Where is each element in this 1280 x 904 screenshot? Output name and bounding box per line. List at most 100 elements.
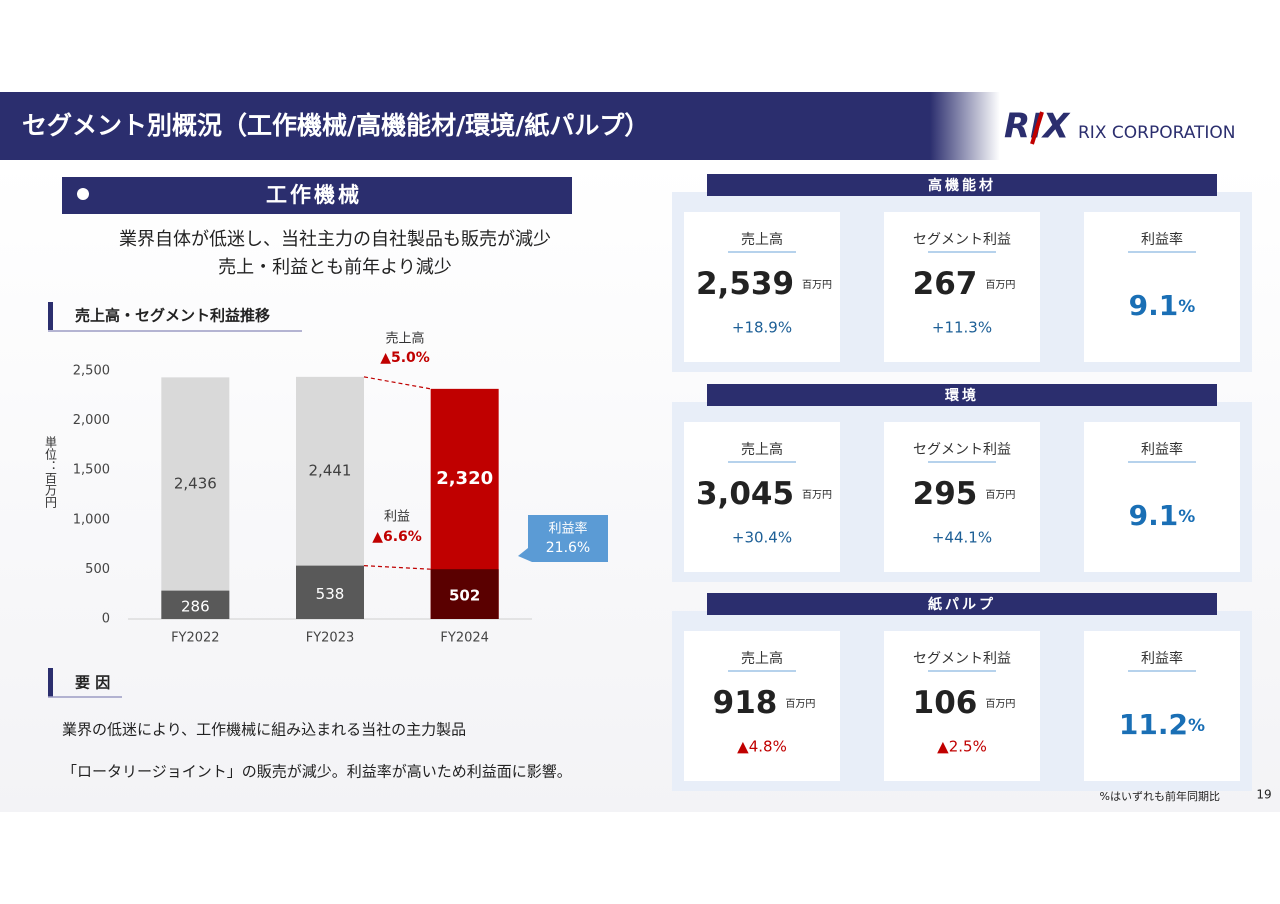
metric-number: 106 xyxy=(913,685,978,721)
ratio-number: 9.1 xyxy=(1129,499,1179,532)
header-title: セグメント別概況（工作機械/高機能材/環境/紙パルプ） xyxy=(22,111,649,140)
callout-box xyxy=(518,515,608,562)
metric-change: +18.9% xyxy=(732,319,792,337)
metric-label: 利益率 xyxy=(1141,231,1183,248)
panel-title-bar xyxy=(707,593,1217,615)
metric-card xyxy=(1084,212,1240,362)
header-fade xyxy=(930,92,1280,160)
metric-value: 2,539 百万円 xyxy=(696,266,832,302)
section-bullet xyxy=(77,188,89,200)
ratio-number: 9.1 xyxy=(1129,289,1179,322)
metric-label: セグメント利益 xyxy=(913,442,1011,458)
annotation-value: ▲5.0% xyxy=(380,350,430,366)
summary-line: 売上・利益とも前年より減少 xyxy=(218,257,452,278)
metric-change: ▲2.5% xyxy=(937,738,987,756)
metric-card xyxy=(1084,631,1240,781)
panel-title: 高機能材 xyxy=(928,177,996,194)
metric-value: 106 百万円 xyxy=(913,685,1016,721)
x-tick-label: FY2022 xyxy=(171,631,220,646)
metric-card xyxy=(884,631,1040,781)
metric-label: 利益率 xyxy=(1141,650,1183,667)
change-connector xyxy=(363,376,431,390)
ratio-number: 11.2 xyxy=(1119,708,1188,741)
annotation-value: ▲6.6% xyxy=(372,529,422,545)
metric-unit: 百万円 xyxy=(785,698,815,710)
annotation-label: 売上高 xyxy=(385,331,424,347)
metric-number: 2,539 xyxy=(696,266,794,302)
metric-label: セグメント利益 xyxy=(913,651,1011,667)
metric-number: 267 xyxy=(913,266,978,302)
heading-mark xyxy=(48,668,53,697)
metric-change: +30.4% xyxy=(732,529,792,547)
metric-label: セグメント利益 xyxy=(913,232,1011,248)
metric-card xyxy=(684,422,840,572)
metric-change: +44.1% xyxy=(932,529,992,547)
section-title: 工作機械 xyxy=(266,183,362,207)
metric-unit: 百万円 xyxy=(985,698,1015,710)
metric-value: 267 百万円 xyxy=(913,266,1016,302)
value-label: 2,320 xyxy=(436,468,493,489)
panel-title-bar xyxy=(707,174,1217,196)
metric-unit: 百万円 xyxy=(985,279,1015,291)
bar xyxy=(161,590,230,619)
bar xyxy=(430,569,499,619)
metric-card xyxy=(884,212,1040,362)
metric-value: 295 百万円 xyxy=(913,476,1016,512)
value-label: 2,436 xyxy=(174,474,217,492)
y-axis-label: 単位：百万円 xyxy=(44,436,58,508)
logo-text: RIX CORPORATION xyxy=(1078,123,1236,143)
metric-unit: 百万円 xyxy=(802,279,832,291)
y-tick-label: 2,500 xyxy=(73,364,110,379)
factors-line: 「ロータリージョイント」の販売が減少。利益率が高いため利益面に影響。 xyxy=(62,763,572,781)
metric-unit: 百万円 xyxy=(802,489,832,501)
annotation-label: 利益 xyxy=(384,510,410,525)
factors-line: 業界の低迷により、工作機械に組み込まれる当社の主力製品 xyxy=(62,721,466,739)
metric-change: ▲4.8% xyxy=(737,738,787,756)
factors-title: 要 因 xyxy=(75,674,110,692)
y-tick-label: 1,000 xyxy=(73,512,110,527)
metric-label: 売上高 xyxy=(741,441,783,458)
metric-ratio: 11.2% xyxy=(1119,708,1205,741)
metric-card xyxy=(1084,422,1240,572)
ratio-unit: % xyxy=(1178,507,1195,527)
metric-value: 918 百万円 xyxy=(713,685,816,721)
metric-ratio: 9.1% xyxy=(1129,289,1196,322)
metric-label: 利益率 xyxy=(1141,441,1183,458)
chart-heading: 売上高・セグメント利益推移 xyxy=(75,307,270,325)
ratio-unit: % xyxy=(1188,716,1205,736)
panel-title-bar xyxy=(707,384,1217,406)
heading-mark xyxy=(48,302,53,330)
footnote: %はいずれも前年同期比 xyxy=(1100,789,1220,803)
bar xyxy=(161,377,230,619)
metric-label: 売上高 xyxy=(741,650,783,667)
y-tick-label: 500 xyxy=(85,562,110,577)
metric-card xyxy=(684,631,840,781)
metric-number: 295 xyxy=(913,476,978,512)
page-number: 19 xyxy=(1256,788,1271,802)
metric-card xyxy=(684,212,840,362)
x-tick-label: FY2023 xyxy=(306,631,355,646)
metric-unit: 百万円 xyxy=(985,489,1015,501)
metric-value: 3,045 百万円 xyxy=(696,476,832,512)
metric-ratio: 9.1% xyxy=(1129,499,1196,532)
logo-slash xyxy=(1030,111,1044,145)
metric-number: 918 xyxy=(713,685,778,721)
callout-value: 21.6% xyxy=(546,540,590,556)
y-tick-label: 0 xyxy=(102,612,110,627)
panel-title: 紙パルプ xyxy=(928,596,996,613)
y-tick-label: 1,500 xyxy=(73,463,110,478)
bar xyxy=(296,565,364,619)
value-label: 538 xyxy=(316,585,345,603)
section-title-bar xyxy=(62,177,572,214)
metric-change: +11.3% xyxy=(932,319,992,337)
summary-line: 業界自体が低迷し、当社主力の自社製品も販売が減少 xyxy=(119,229,551,250)
ratio-unit: % xyxy=(1178,297,1195,317)
metric-number: 3,045 xyxy=(696,476,794,512)
y-tick-label: 2,000 xyxy=(73,413,110,428)
panel-title: 環境 xyxy=(945,387,979,404)
callout-label: 利益率 xyxy=(548,521,587,537)
metric-label: 売上高 xyxy=(741,231,783,248)
x-tick-label: FY2024 xyxy=(440,631,489,646)
value-label: 286 xyxy=(181,597,210,615)
